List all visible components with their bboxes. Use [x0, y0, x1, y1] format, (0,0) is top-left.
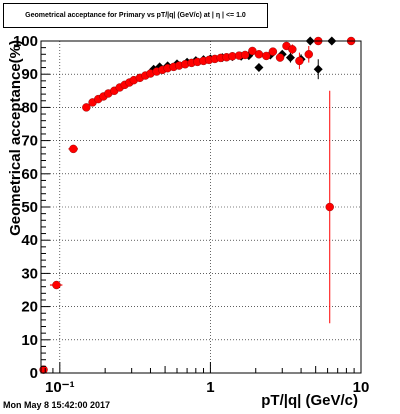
y-tick-label: 50: [21, 199, 38, 216]
y-tick-label: 20: [21, 299, 38, 316]
y-tick-label: 80: [21, 99, 38, 116]
data-point: [52, 280, 61, 290]
x-tick-label: 10⁻¹: [45, 379, 75, 396]
series-1: [39, 36, 356, 374]
data-point: [288, 45, 297, 54]
data-point: [69, 144, 78, 154]
data-point: [240, 50, 250, 60]
y-tick-label: 90: [21, 66, 38, 83]
grid: [41, 41, 361, 373]
y-tick-label: 0: [30, 365, 38, 382]
data-point: [285, 53, 295, 63]
y-axis-label: Geometrical acceptance(%): [7, 40, 24, 236]
y-tick-label: 60: [21, 166, 38, 183]
y-tick-label: 100: [13, 33, 38, 50]
y-tick-label: 30: [21, 265, 38, 282]
timestamp: Mon May 8 15:42:00 2017: [3, 400, 111, 410]
series-layer: [39, 36, 356, 374]
data-point: [295, 56, 304, 66]
data-point: [275, 53, 285, 62]
x-axis-label: pT/|q| (GeV/c): [261, 392, 358, 409]
data-point: [254, 63, 264, 73]
y-tick-label: 40: [21, 232, 38, 249]
y-tick-label: 10: [21, 332, 38, 349]
data-point: [325, 202, 334, 212]
data-point: [268, 47, 278, 56]
chart-title: Geometrical acceptance for Primary vs pT…: [3, 3, 268, 28]
data-point: [82, 103, 91, 112]
data-point: [313, 64, 323, 74]
data-point: [262, 51, 271, 61]
y-tick-label: 70: [21, 133, 38, 150]
data-point: [254, 50, 264, 59]
x-tick-label: 10: [353, 379, 370, 396]
x-tick-label: 1: [206, 379, 214, 396]
axes: 0 10 20 30 40 50 60 70 80 90 100 10⁻¹ 1 10: [13, 33, 369, 396]
data-point: [304, 50, 313, 59]
